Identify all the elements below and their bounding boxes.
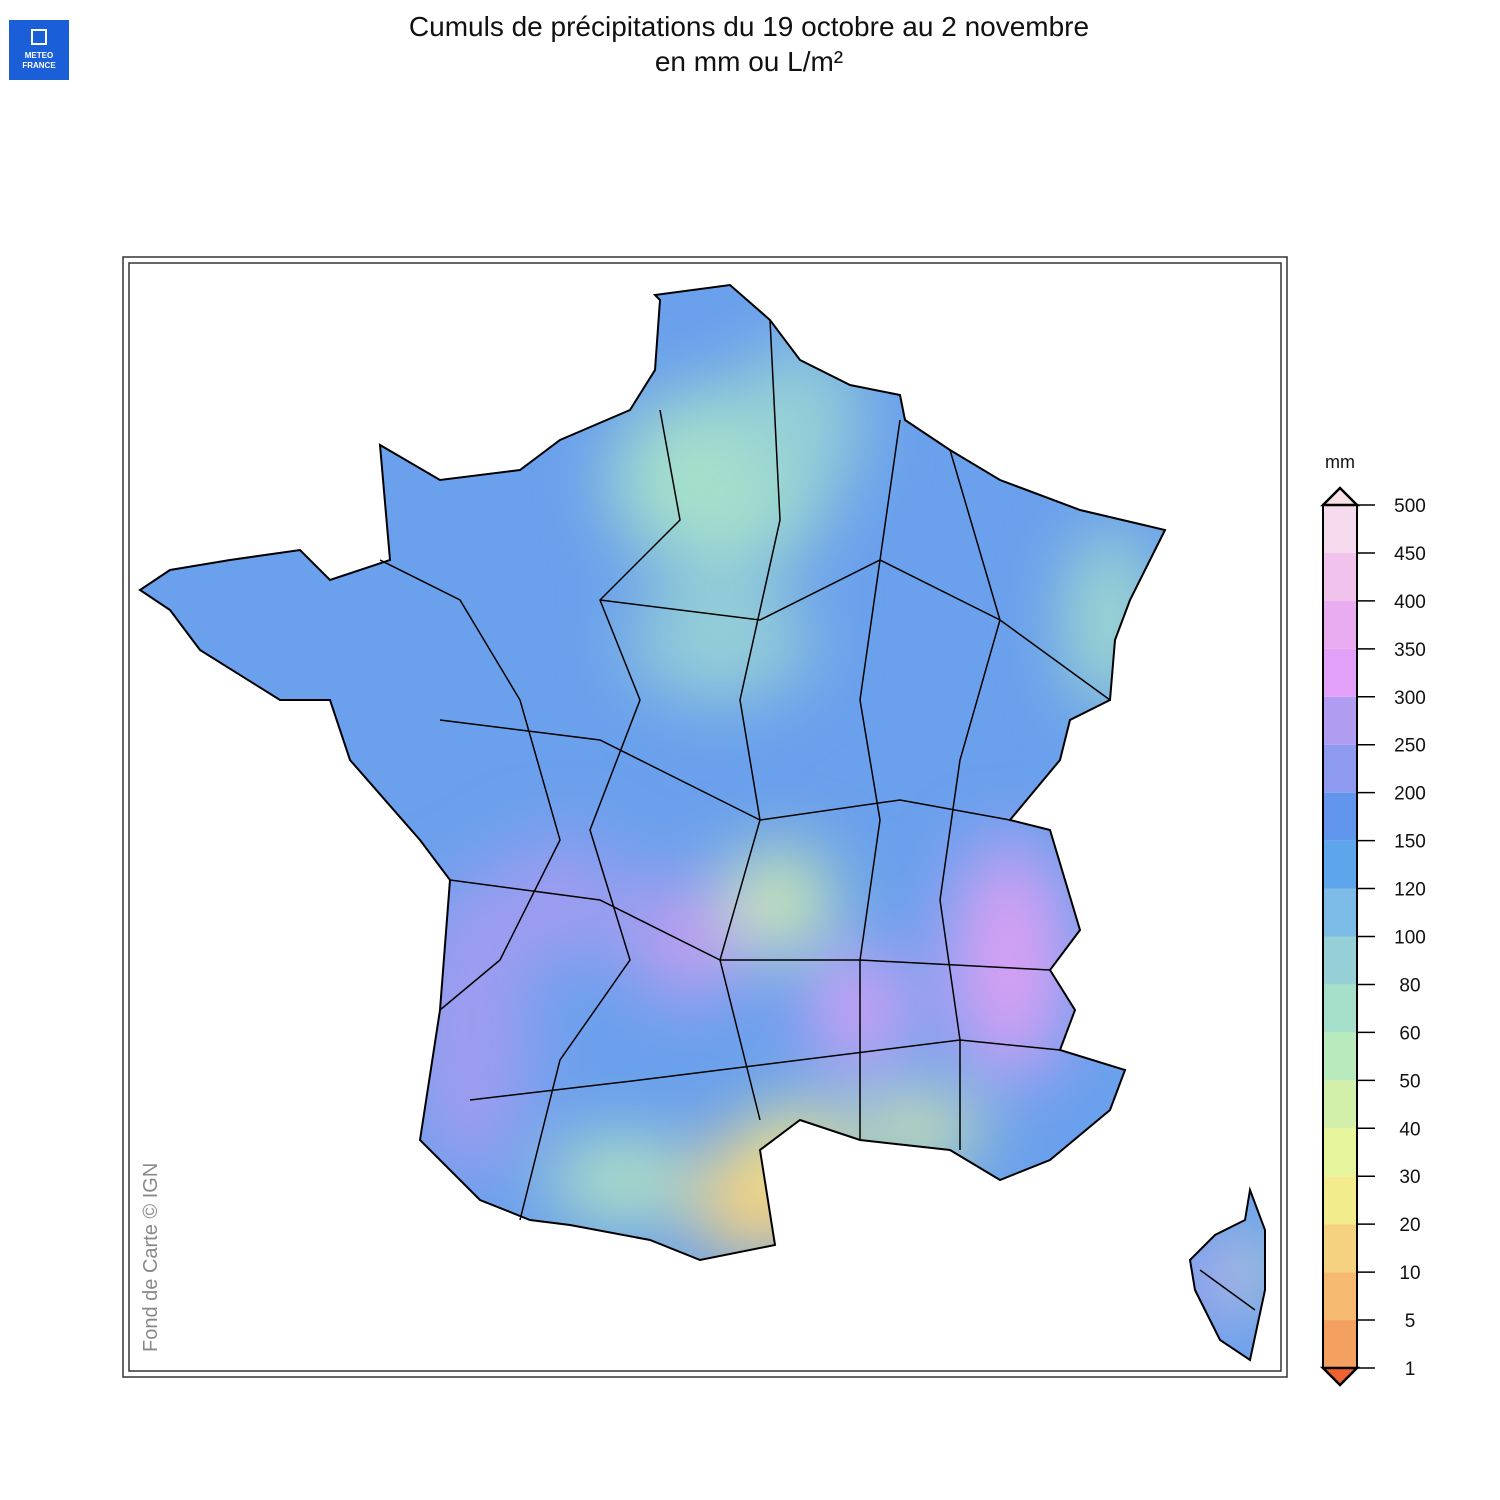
legend-label: 10 (1399, 1263, 1420, 1284)
legend-label: 150 (1394, 832, 1426, 853)
legend-unit: mm (1325, 452, 1355, 472)
legend-label: 250 (1394, 736, 1426, 757)
field-blob (630, 880, 750, 1000)
legend-label: 500 (1394, 496, 1426, 517)
map-frame (128, 262, 1282, 1372)
legend-swatch (1323, 600, 1357, 649)
legend-label: 350 (1394, 640, 1426, 661)
field-blob (550, 1140, 690, 1220)
legend-swatch (1323, 1032, 1357, 1081)
legend-label: 120 (1394, 880, 1426, 901)
title: Cumuls de précipitations du 19 octobre a… (409, 11, 1089, 42)
legend-swatch (1323, 1224, 1357, 1273)
legend-swatch (1323, 936, 1357, 985)
legend-swatch (1323, 1176, 1357, 1225)
legend-swatch (1323, 1128, 1357, 1177)
legend-swatch (1323, 1272, 1357, 1321)
field-blob (860, 1100, 980, 1160)
department-borders (379, 319, 1256, 1311)
legend-label: 450 (1394, 544, 1426, 565)
legend-swatch (1323, 1320, 1357, 1368)
legend-label: 60 (1399, 1023, 1420, 1044)
logo-text: METEO (25, 51, 53, 60)
field-blob (1240, 1230, 1265, 1310)
field-blob (950, 840, 1070, 1080)
legend-label: 30 (1399, 1167, 1420, 1188)
legend-swatch (1323, 552, 1357, 601)
legend-swatch (1323, 984, 1357, 1033)
field-blob (630, 580, 810, 700)
legend-swatch (1323, 744, 1357, 793)
legend: 1 5 10 20 30 40 50 60 80 100 120 150 200 250 300 350 400… (1319, 486, 1426, 1387)
logo-icon (31, 29, 47, 45)
legend-label: 400 (1394, 592, 1426, 613)
legend-label: 5 (1405, 1311, 1416, 1332)
logo-text: FRANCE (22, 61, 56, 70)
legend-label: 200 (1394, 784, 1426, 805)
legend-swatch (1323, 505, 1357, 553)
legend-swatch (1323, 648, 1357, 697)
precip-field (140, 285, 1265, 1360)
legend-label: 20 (1399, 1215, 1420, 1236)
field-blob (1070, 530, 1150, 710)
map-credit: Fond de Carte © IGN (140, 1163, 162, 1352)
legend-label: 80 (1399, 975, 1420, 996)
legend-label: 50 (1399, 1071, 1420, 1092)
legend-label: 100 (1394, 928, 1426, 949)
legend-under (1319, 1366, 1361, 1387)
subtitle: en mm ou L/m² (655, 46, 843, 77)
legend-label: 1 (1405, 1359, 1416, 1380)
legend-swatch (1323, 840, 1357, 889)
legend-swatch (1323, 792, 1357, 841)
field-blob (490, 840, 630, 960)
field-blob (740, 340, 860, 500)
legend-swatch (1323, 696, 1357, 745)
field-blob (730, 850, 830, 950)
map-frame (122, 256, 1288, 1378)
legend-swatch (1323, 888, 1357, 937)
legend-over (1319, 486, 1361, 507)
legend-label: 300 (1394, 688, 1426, 709)
legend-label: 40 (1399, 1119, 1420, 1140)
coastline (138, 283, 1266, 1362)
legend-swatch (1323, 1080, 1357, 1129)
